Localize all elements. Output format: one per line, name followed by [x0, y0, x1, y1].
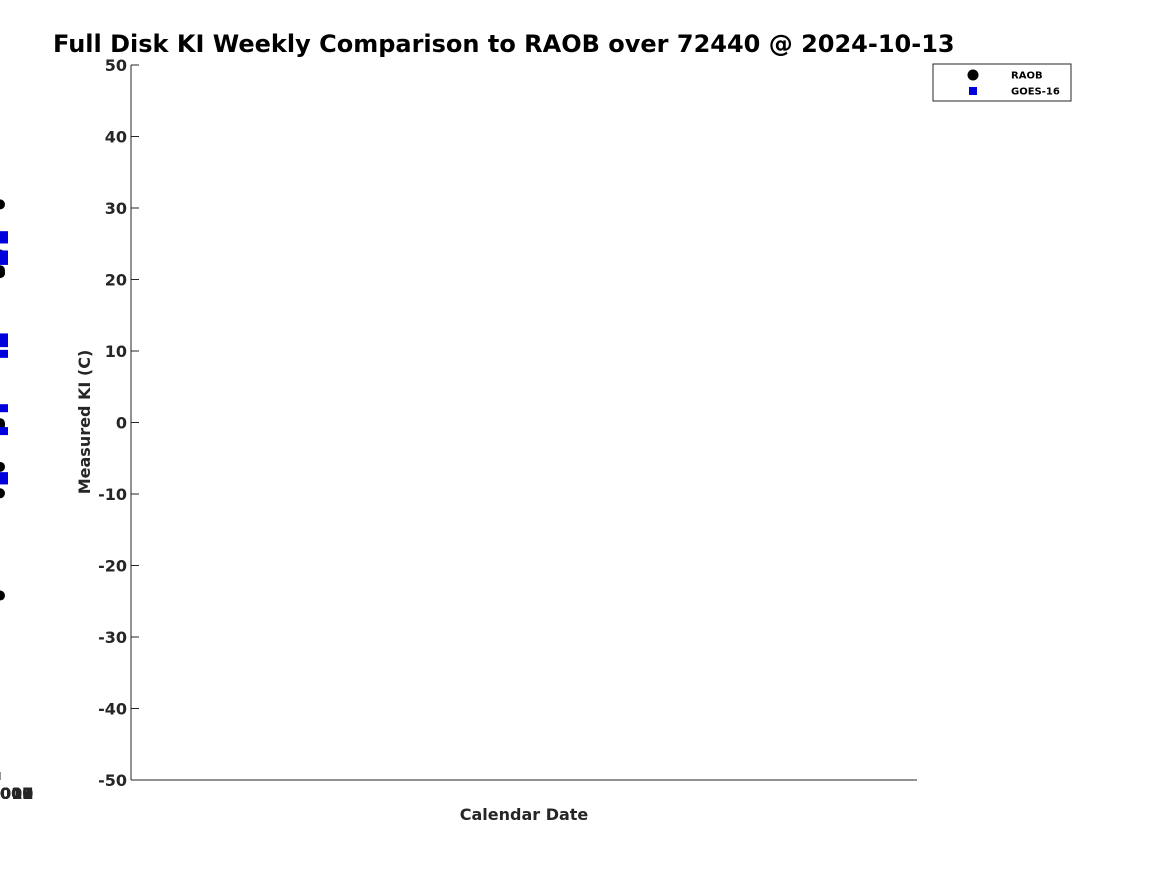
x-axis-title: Calendar Date	[460, 805, 589, 824]
y-tick-label: 10	[105, 342, 127, 361]
point-goes-16	[0, 472, 8, 481]
x-tick-label: 241008	[0, 784, 33, 803]
y-tick-label: 30	[105, 199, 127, 218]
y-tick-label: 40	[105, 128, 127, 147]
x-tick-label: 241010	[0, 784, 33, 803]
point-goes-16	[0, 256, 8, 265]
y-tick-label: 0	[116, 414, 127, 433]
y-tick-label: -10	[98, 485, 127, 504]
point-goes-16	[0, 250, 8, 259]
y-tick-label: 20	[105, 271, 127, 290]
point-goes-16	[0, 235, 8, 244]
point-goes-16	[0, 404, 8, 413]
point-goes-16	[0, 427, 8, 436]
x-tick-label: 241007	[0, 784, 33, 803]
legend: RAOB GOES-16	[932, 63, 1072, 102]
data-points	[0, 199, 8, 601]
y-tick-label: -20	[98, 557, 127, 576]
point-goes-16	[0, 333, 8, 342]
legend-marker-raob	[967, 69, 979, 81]
point-raob	[0, 461, 5, 472]
legend-label-goes: GOES-16	[1011, 87, 1060, 98]
y-tick-label: -30	[98, 628, 127, 647]
x-tick-label: 241009	[0, 784, 33, 803]
point-goes-16	[0, 231, 8, 240]
x-tick-label: 241013	[0, 784, 33, 803]
point-goes-16	[0, 349, 8, 358]
point-raob	[0, 590, 5, 601]
point-raob	[0, 268, 5, 279]
y-tick-label: -50	[98, 771, 127, 790]
x-tick-label: 241011	[0, 784, 33, 803]
x-tick-label: 241012	[0, 784, 33, 803]
y-tick-label: 50	[105, 56, 127, 75]
point-goes-16	[0, 476, 8, 485]
legend-box	[932, 63, 1072, 102]
x-axis-ticks: 2410072410082410092410102410112410122410…	[0, 772, 33, 803]
chart-title: Full Disk KI Weekly Comparison to RAOB o…	[53, 30, 955, 58]
point-goes-16	[0, 339, 8, 348]
y-axis-title: Measured KI (C)	[75, 350, 94, 495]
y-tick-label: -40	[98, 700, 127, 719]
legend-label-raob: RAOB	[1011, 71, 1043, 82]
point-raob	[0, 199, 5, 210]
point-raob	[0, 488, 5, 499]
legend-marker-goes	[969, 87, 977, 95]
y-axis-ticks: -50 -40 -30 -20 -10 0 10 20 30 40 50	[98, 56, 139, 790]
